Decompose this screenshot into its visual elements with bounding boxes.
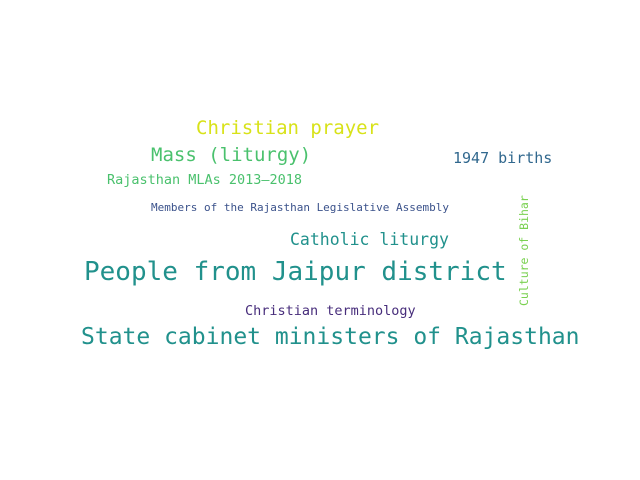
word-christian-prayer: Christian prayer xyxy=(196,117,380,139)
word-state-cabinet-ministers: State cabinet ministers of Rajasthan xyxy=(81,324,580,350)
word-catholic-liturgy: Catholic liturgy xyxy=(290,230,449,249)
word-1947-births: 1947 births xyxy=(453,149,553,167)
word-people-from-jaipur-district: People from Jaipur district xyxy=(84,257,507,287)
word-members-legislative-assembly: Members of the Rajasthan Legislative Ass… xyxy=(151,201,450,214)
word-christian-terminology: Christian terminology xyxy=(245,303,416,319)
word-rajasthan-mlas: Rajasthan MLAs 2013–2018 xyxy=(107,172,303,188)
word-mass-liturgy: Mass (liturgy) xyxy=(151,144,312,166)
word-culture-of-bihar: Culture of Bihar xyxy=(517,195,531,306)
